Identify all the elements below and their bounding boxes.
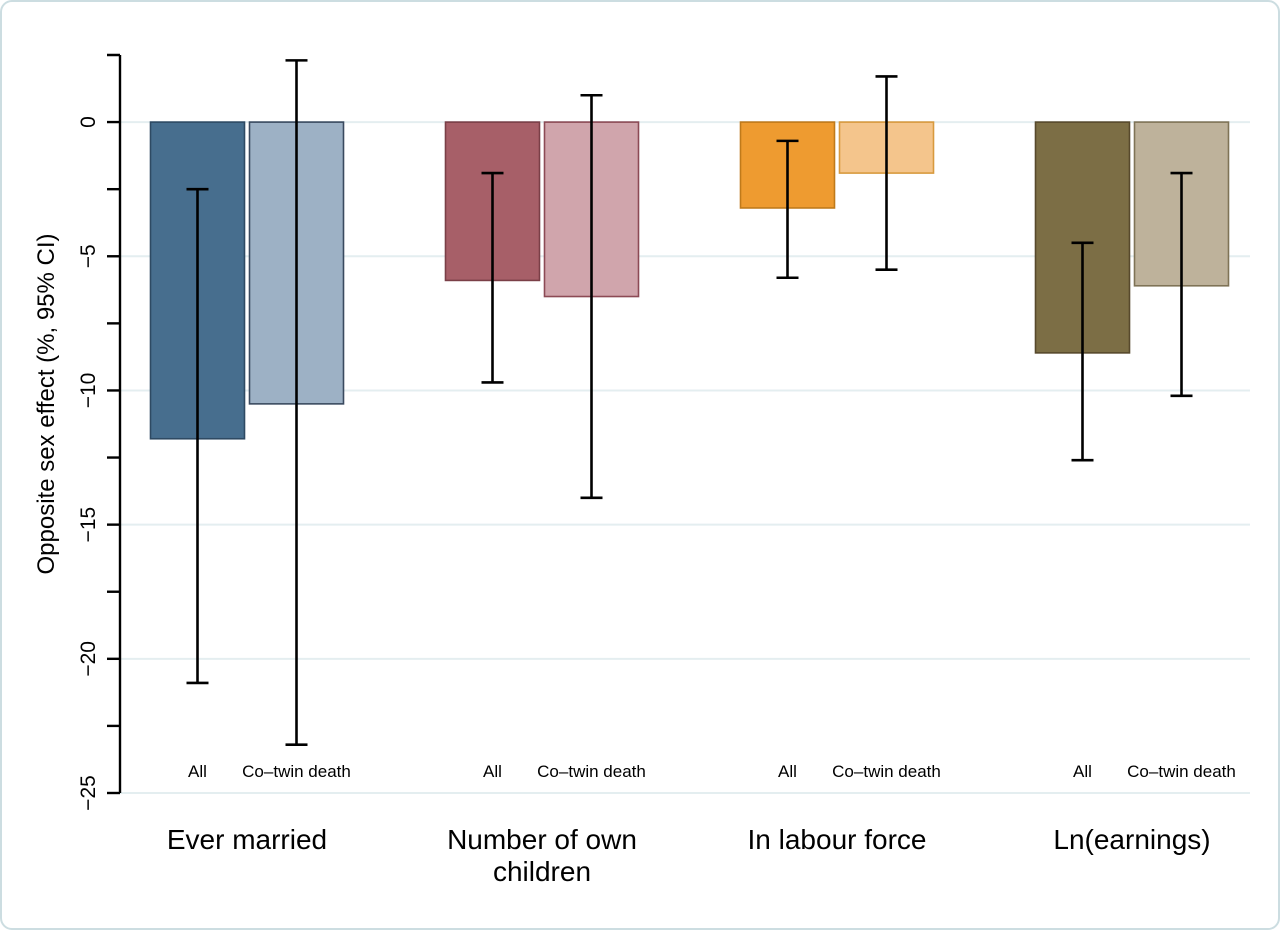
group-label: Number of own — [447, 824, 637, 855]
bar-series-label: Co–twin death — [537, 762, 646, 781]
bar-series-label: All — [483, 762, 502, 781]
bar-series-label: Co–twin death — [1127, 762, 1236, 781]
bar-series-label: All — [1073, 762, 1092, 781]
y-tick-label: 0 — [77, 116, 100, 128]
bar-series-label: All — [188, 762, 207, 781]
y-tick-label: −15 — [77, 507, 100, 543]
y-axis-title: Opposite sex effect (%, 95% CI) — [33, 233, 60, 574]
y-tick-label: −25 — [77, 775, 100, 811]
bar-series-label: Co–twin death — [242, 762, 351, 781]
group-label: In labour force — [748, 824, 927, 855]
group-label: children — [493, 856, 591, 887]
group-label: Ever married — [167, 824, 327, 855]
bar-series-label: All — [778, 762, 797, 781]
y-tick-label: −5 — [77, 244, 100, 268]
group-label: Ln(earnings) — [1053, 824, 1210, 855]
y-tick-label: −20 — [77, 641, 100, 677]
bar-series-label: Co–twin death — [832, 762, 941, 781]
y-tick-label: −10 — [77, 373, 100, 409]
